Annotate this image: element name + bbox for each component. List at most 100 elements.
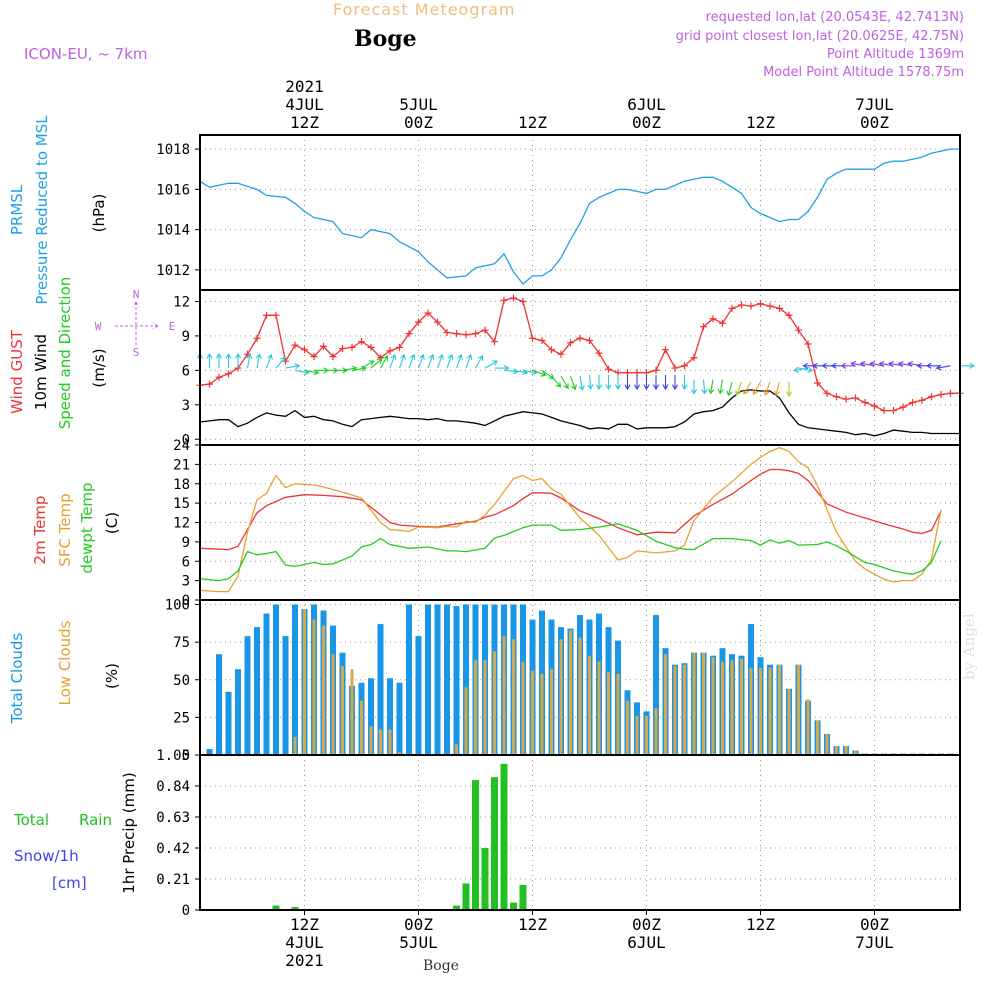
gust-marker bbox=[443, 328, 451, 336]
gust-marker bbox=[396, 343, 403, 351]
wind-arrow bbox=[569, 375, 577, 391]
wind-arrow bbox=[708, 379, 715, 395]
forecast-title: Forecast Meteogram bbox=[333, 0, 516, 19]
low-cloud-bar bbox=[540, 673, 544, 755]
gust-marker bbox=[453, 330, 460, 338]
gust-marker bbox=[814, 379, 821, 387]
wind-arrow bbox=[793, 366, 809, 373]
rain-label: Rain bbox=[79, 811, 112, 829]
low-cloud-bar bbox=[711, 657, 715, 755]
wind-arrow bbox=[206, 353, 213, 369]
gust-marker bbox=[225, 370, 232, 378]
wind-arrow bbox=[215, 353, 223, 369]
low-cloud-bar bbox=[816, 720, 819, 755]
y-tick-label: 0 bbox=[182, 593, 190, 609]
bottom-hour-label: 12Z bbox=[518, 915, 547, 934]
temperature-panel: 0 3 6 9 12 15 18 21 24 bbox=[173, 438, 961, 609]
low-cloud-bar bbox=[502, 636, 506, 755]
gust-marker bbox=[481, 326, 489, 334]
y-tick-label: 0 bbox=[182, 903, 190, 919]
wind-arrow bbox=[690, 379, 698, 395]
total-cloud-bar bbox=[444, 604, 450, 755]
rain-bar bbox=[519, 884, 527, 910]
total-cloud-bar bbox=[377, 624, 384, 755]
wind-arrow bbox=[427, 353, 435, 369]
wind-arrow bbox=[532, 369, 547, 377]
total-cloud-bar bbox=[225, 691, 232, 755]
wind-arrow bbox=[643, 375, 650, 391]
low-cloud-bar bbox=[398, 751, 401, 755]
bottom-date-label: 6JUL bbox=[627, 933, 666, 952]
rain-bar bbox=[500, 763, 508, 910]
point-altitude: Point Altitude 1369m bbox=[826, 47, 964, 62]
gust-marker bbox=[890, 407, 897, 415]
panel-frame bbox=[199, 754, 961, 911]
rain-bar bbox=[472, 780, 479, 910]
gust-marker bbox=[282, 357, 289, 365]
gust-marker bbox=[462, 331, 470, 339]
total-cloud-bar bbox=[434, 604, 441, 755]
top-hour-label: 12Z bbox=[290, 113, 319, 132]
y-tick-label: 15 bbox=[173, 496, 190, 512]
gust-marker bbox=[652, 366, 660, 374]
top-hour-label: 00Z bbox=[860, 113, 889, 132]
pressure-msl-label: Pressure Reduced to MSL bbox=[33, 115, 51, 305]
gust-marker bbox=[909, 399, 916, 407]
series-line bbox=[199, 389, 960, 437]
compass-east: E bbox=[169, 320, 176, 333]
clouds-panel: 0 25 50 75 100 bbox=[165, 598, 961, 764]
low-cloud-bar bbox=[474, 660, 477, 755]
gust-marker bbox=[519, 297, 527, 305]
y-tick-label: 1018 bbox=[156, 142, 190, 158]
gust-marker bbox=[529, 334, 536, 342]
gust-marker bbox=[738, 301, 745, 309]
snow-unit-label: [cm] bbox=[52, 874, 87, 892]
gust-marker bbox=[861, 399, 869, 407]
wind-arrow bbox=[671, 375, 679, 391]
rain-bar bbox=[291, 907, 299, 910]
temp-dewpt-label: dewpt Temp bbox=[78, 482, 96, 573]
gust-marker bbox=[595, 349, 603, 357]
low-cloud-bar bbox=[664, 654, 667, 755]
low-cloud-bar bbox=[768, 667, 772, 755]
temp-2m-label: 2m Temp bbox=[31, 496, 49, 565]
bottom-hour-label: 12Z bbox=[290, 915, 319, 934]
low-clouds-label: Low Clouds bbox=[56, 620, 74, 705]
gust-marker bbox=[709, 315, 717, 323]
panel-frame bbox=[199, 289, 961, 446]
low-cloud-bar bbox=[721, 661, 724, 755]
wind-arrow bbox=[595, 375, 603, 391]
low-cloud-bar bbox=[331, 654, 335, 755]
wind-arrow bbox=[455, 353, 463, 369]
gust-marker bbox=[804, 340, 812, 348]
gust-marker bbox=[928, 393, 935, 401]
gust-marker bbox=[548, 346, 555, 354]
low-cloud-bar bbox=[797, 664, 800, 755]
bottom-date-label: 4JUL bbox=[285, 933, 324, 952]
y-tick-label: 50 bbox=[173, 673, 190, 689]
low-cloud-bar bbox=[730, 660, 734, 755]
low-cloud-bar bbox=[626, 700, 629, 755]
low-cloud-bar bbox=[369, 726, 373, 755]
low-cloud-bar bbox=[854, 750, 857, 755]
model-point-altitude: Model Point Altitude 1578.75m bbox=[763, 65, 964, 80]
wind-speed-direction-label: Speed and Direction bbox=[56, 277, 74, 430]
gust-marker bbox=[358, 338, 365, 346]
wind-arrow bbox=[551, 375, 562, 388]
wind-arrow bbox=[234, 353, 242, 369]
compass-south: S bbox=[133, 346, 140, 359]
wind-arrow bbox=[624, 375, 631, 391]
low-cloud-bar bbox=[654, 708, 658, 755]
gust-marker bbox=[557, 350, 565, 358]
grid-point-coords: grid point closest lon,lat (20.0625E, 42… bbox=[675, 29, 964, 44]
percent-unit-label: (%) bbox=[103, 663, 121, 689]
gust-marker bbox=[605, 365, 612, 373]
gust-marker bbox=[918, 396, 926, 404]
low-cloud-bar bbox=[740, 658, 743, 755]
wind-arrow bbox=[773, 381, 781, 397]
precipitation-panel: 0 0.21 0.42 0.63 0.84 1.05 bbox=[156, 748, 961, 919]
wind-gust-label: Wind GUST bbox=[8, 329, 26, 414]
y-tick-label: 100 bbox=[165, 598, 190, 614]
total-cloud-bar bbox=[387, 678, 393, 755]
